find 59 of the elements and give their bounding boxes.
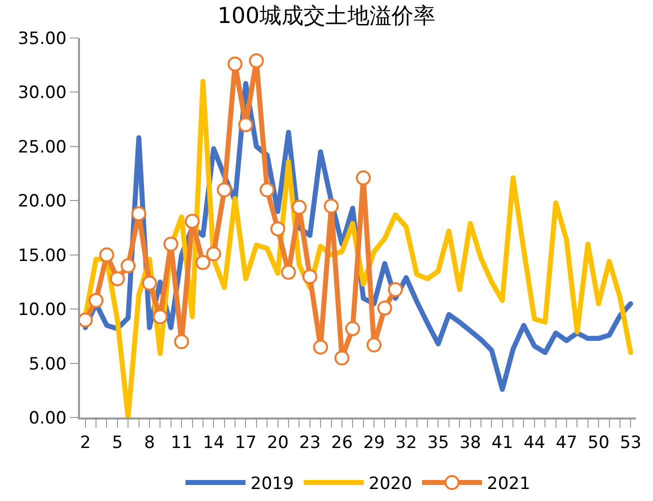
point bbox=[184, 214, 200, 229]
point bbox=[377, 300, 392, 316]
x-tick-label: 44 bbox=[524, 433, 546, 453]
x-tick-label: 38 bbox=[459, 433, 482, 453]
y-tick-label: 30.00 bbox=[18, 83, 67, 104]
x-tick-label: 17 bbox=[234, 433, 257, 453]
point bbox=[313, 340, 328, 355]
point bbox=[324, 198, 339, 214]
y-tick-label: 35.00 bbox=[18, 28, 67, 49]
y-tick-label: 25.00 bbox=[18, 137, 67, 158]
point bbox=[131, 206, 146, 222]
legend-label: 2021 bbox=[487, 474, 530, 494]
point bbox=[88, 292, 104, 308]
x-tick-label: 8 bbox=[144, 433, 155, 453]
point bbox=[228, 56, 243, 72]
y-tick-label: 5.00 bbox=[28, 354, 67, 374]
point bbox=[270, 221, 286, 236]
point bbox=[356, 170, 371, 186]
x-tick-label: 35 bbox=[427, 433, 450, 453]
point bbox=[248, 53, 264, 68]
point bbox=[238, 117, 254, 132]
x-tick-label: 2 bbox=[80, 433, 91, 453]
x-tick-label: 20 bbox=[266, 433, 289, 453]
point bbox=[142, 276, 157, 291]
point bbox=[281, 264, 296, 280]
legend-label: 2019 bbox=[250, 474, 294, 494]
y-tick-label: 10.00 bbox=[18, 300, 67, 320]
x-tick-label: 26 bbox=[331, 433, 353, 453]
x-tick-label: 5 bbox=[112, 433, 123, 453]
point bbox=[110, 271, 125, 286]
point bbox=[195, 255, 210, 270]
chart-title: 100城成交土地溢价率 bbox=[218, 4, 436, 29]
x-tick-label: 11 bbox=[170, 433, 192, 453]
x-tick-label: 23 bbox=[299, 433, 321, 453]
point bbox=[163, 236, 178, 252]
x-tick-label: 29 bbox=[363, 433, 385, 453]
point bbox=[206, 246, 222, 262]
x-tick-label: 41 bbox=[492, 433, 514, 453]
point bbox=[388, 282, 403, 298]
x-tick-label: 32 bbox=[395, 433, 417, 453]
y-tick-label: 15.00 bbox=[18, 246, 67, 266]
point bbox=[345, 321, 360, 336]
point bbox=[292, 200, 307, 215]
point bbox=[120, 258, 136, 274]
point bbox=[260, 182, 275, 198]
y-tick-label: 20.00 bbox=[18, 192, 67, 212]
y-tick-label: 0.00 bbox=[28, 408, 67, 429]
point bbox=[152, 309, 168, 324]
x-tick-label: 14 bbox=[202, 433, 224, 453]
x-tick-label: 47 bbox=[556, 433, 578, 453]
point bbox=[366, 337, 382, 352]
legend-label: 2020 bbox=[368, 474, 412, 494]
point bbox=[174, 334, 190, 350]
point bbox=[302, 269, 318, 284]
point bbox=[99, 247, 114, 262]
point bbox=[334, 350, 350, 366]
point bbox=[216, 182, 232, 198]
x-tick-label: 50 bbox=[588, 433, 610, 453]
x-tick-label: 53 bbox=[620, 433, 642, 453]
